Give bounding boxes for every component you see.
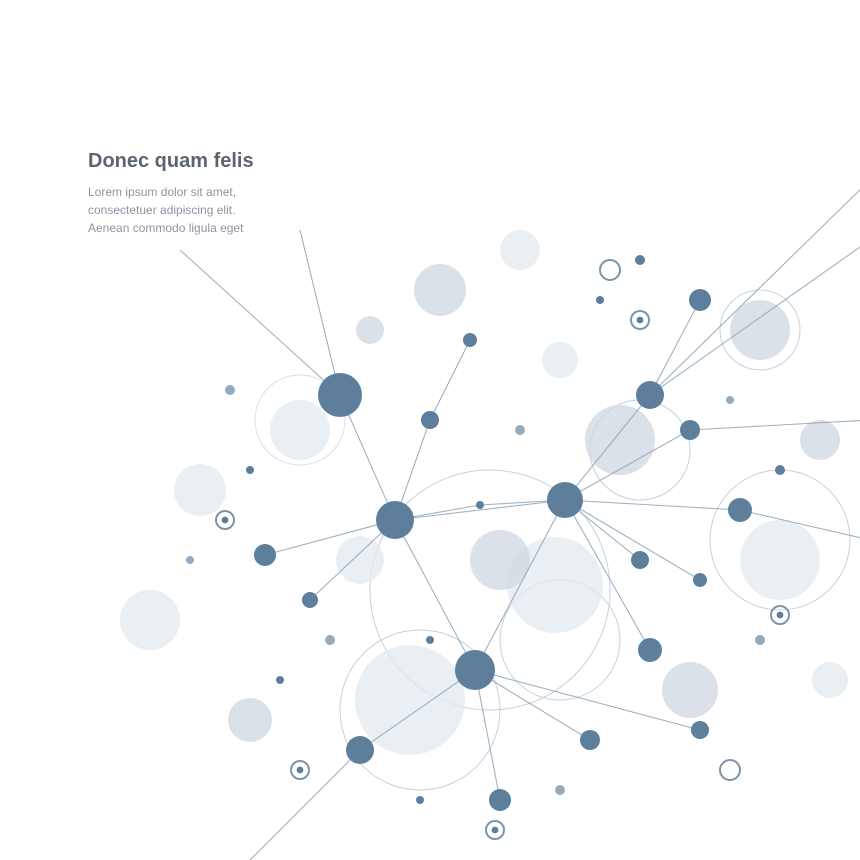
title: Donec quam felis <box>88 150 254 173</box>
infographic-canvas: Donec quam felis Lorem ipsum dolor sit a… <box>0 0 860 860</box>
text-block: Donec quam felis Lorem ipsum dolor sit a… <box>88 150 254 237</box>
body-text: Lorem ipsum dolor sit amet, consectetuer… <box>88 183 254 237</box>
network-svg <box>0 0 860 860</box>
